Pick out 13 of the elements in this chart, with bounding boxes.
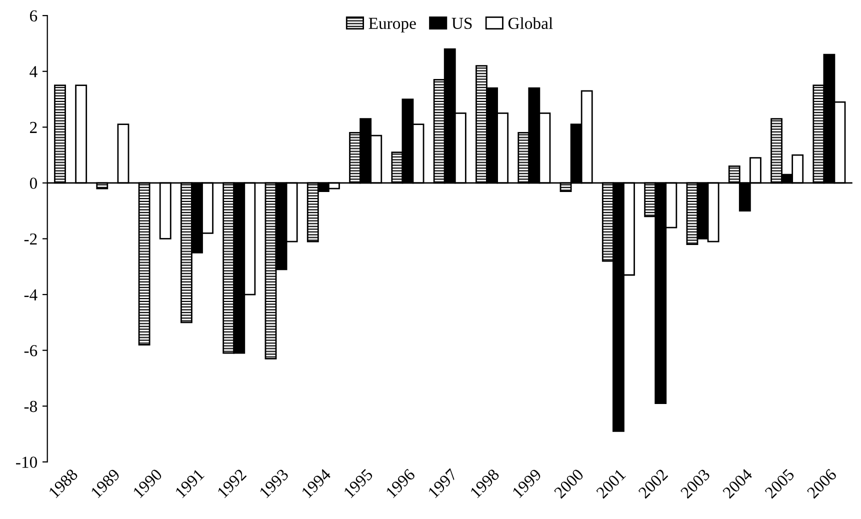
y-tick-label: 6 xyxy=(30,10,38,22)
y-tick-label: 4 xyxy=(30,66,38,78)
y-tick-label: 2 xyxy=(30,122,37,133)
y-tick-label: -2 xyxy=(24,233,37,245)
y-tick-label: -8 xyxy=(24,400,37,412)
x-tick-label: 1991 xyxy=(174,468,205,498)
y-tick-label: -6 xyxy=(24,345,38,356)
y-tick-label: -10 xyxy=(16,456,37,468)
legend-label: Europe xyxy=(368,18,416,32)
y-tick-label: 0 xyxy=(30,178,37,189)
legend-label: Global xyxy=(508,17,553,30)
legend-label: US xyxy=(452,18,472,30)
y-tick-label: -4 xyxy=(24,289,38,300)
